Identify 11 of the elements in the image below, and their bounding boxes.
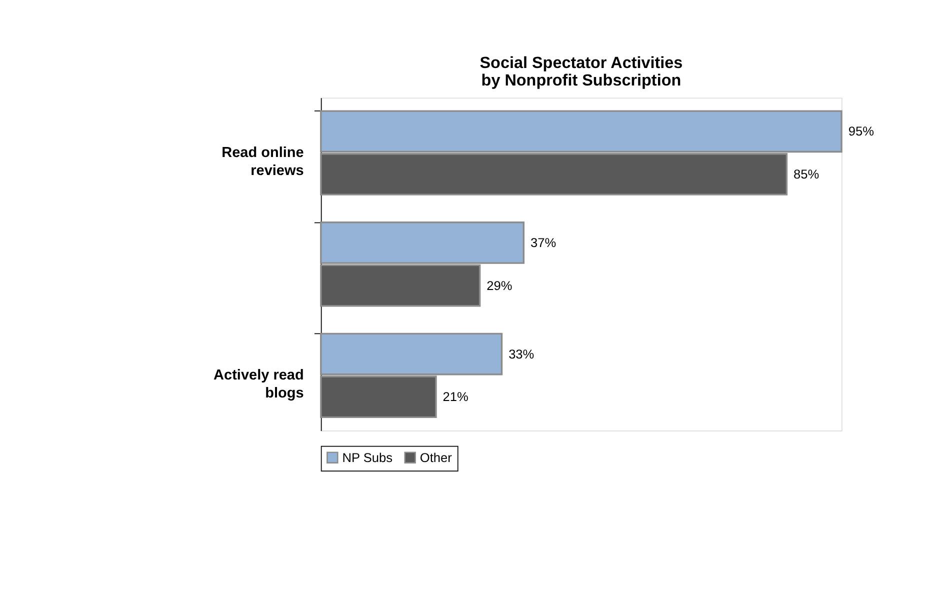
chart-title: Social Spectator Activities by Nonprofit Subscription (480, 54, 683, 90)
legend-label: Other (420, 450, 453, 465)
legend-label: NP Subs (342, 450, 393, 465)
data-label: 29% (486, 278, 512, 293)
y-tick-label: Read online reviews (222, 145, 304, 179)
data-label: 37% (530, 234, 556, 250)
data-label: 21% (442, 389, 468, 404)
y-tick-label: Actively read blogs (214, 368, 304, 402)
data-label: 95% (848, 124, 874, 139)
data-label: 85% (794, 166, 820, 182)
data-label: 33% (508, 346, 534, 362)
